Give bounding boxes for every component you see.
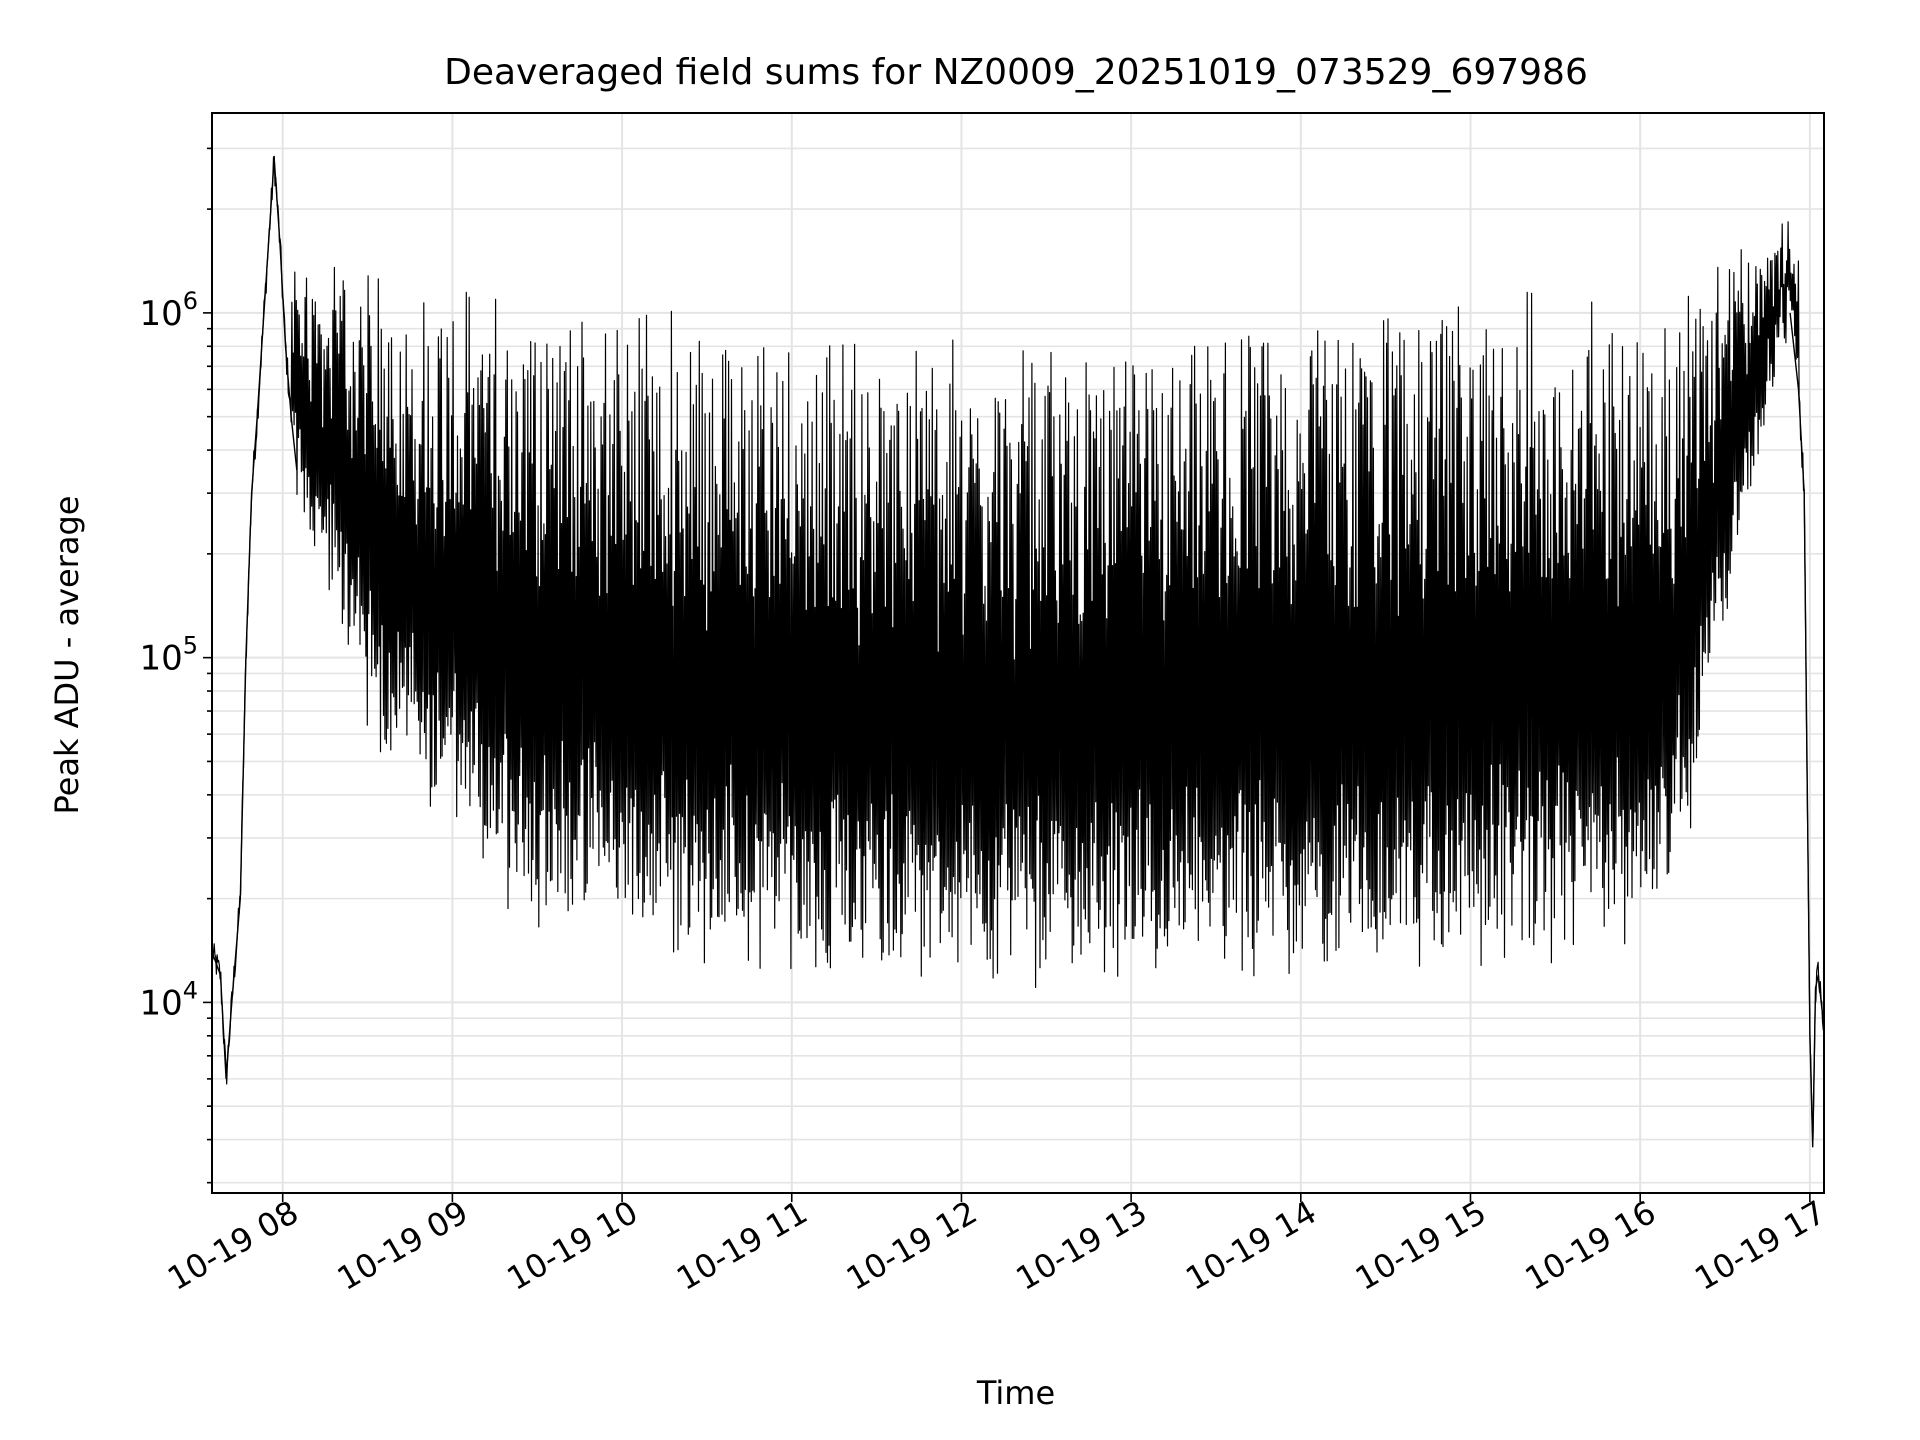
x-axis-label: Time <box>976 1374 1055 1412</box>
x-tick-label: 10-19 10 <box>500 1193 644 1298</box>
x-tick-label: 10-19 15 <box>1349 1193 1493 1298</box>
series-edge-segment <box>1789 312 1825 1148</box>
y-tick-label: 105 <box>139 632 198 679</box>
x-tick-label: 10-19 16 <box>1519 1193 1663 1298</box>
x-tick-label: 10-19 17 <box>1688 1193 1832 1298</box>
series-line <box>211 155 1825 1140</box>
y-axis-label: Peak ADU - average <box>48 496 86 815</box>
series-edge-segment <box>211 158 298 1079</box>
y-tick-label: 104 <box>139 976 198 1023</box>
y-tick-label: 106 <box>139 287 198 334</box>
plot-frame <box>211 112 1825 1194</box>
x-tick-label: 10-19 12 <box>840 1193 984 1298</box>
x-tick-label: 10-19 14 <box>1179 1193 1323 1298</box>
data-series <box>211 155 1825 1148</box>
x-tick-label: 10-19 09 <box>331 1193 475 1298</box>
chart-title: Deaveraged field sums for NZ0009_2025101… <box>444 52 1588 93</box>
x-tick-label: 10-19 08 <box>161 1193 305 1298</box>
x-tick-label: 10-19 13 <box>1010 1193 1154 1298</box>
x-tick-label: 10-19 11 <box>670 1193 814 1298</box>
